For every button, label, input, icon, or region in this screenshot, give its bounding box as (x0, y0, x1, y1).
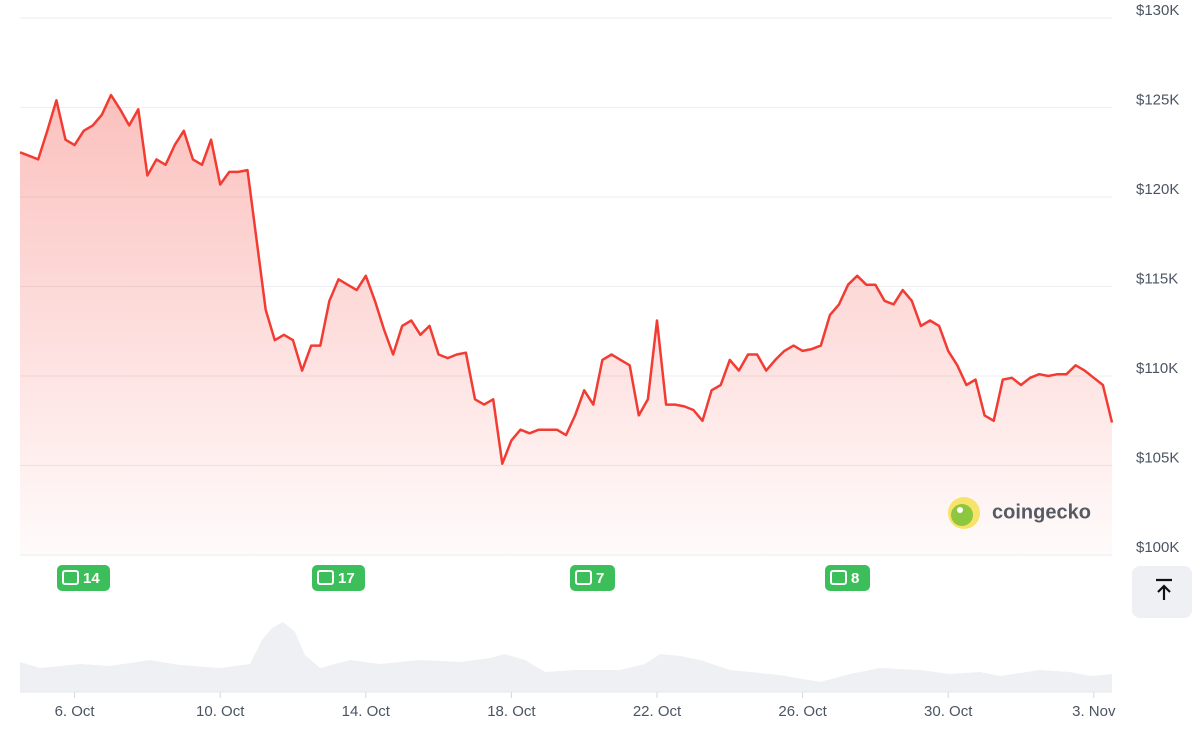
y-tick-label: $125K (1136, 91, 1179, 108)
news-badge: 14 (57, 565, 110, 591)
y-tick-label: $130K (1136, 2, 1179, 19)
x-tick-label: 30. Oct (924, 703, 973, 720)
y-tick-label: $110K (1136, 360, 1178, 377)
x-tick-label: 14. Oct (342, 703, 391, 720)
x-tick-label: 26. Oct (778, 703, 827, 720)
volume-area (20, 622, 1112, 692)
price-line (19, 93, 1114, 465)
news-count: 8 (851, 570, 859, 587)
x-tick-label: 6. Oct (55, 703, 96, 720)
x-tick-label: 22. Oct (633, 703, 682, 720)
y-tick-label: $100K (1136, 539, 1179, 556)
price-area (20, 95, 1112, 555)
watermark-text: coingecko (992, 501, 1091, 523)
news-badge: 17 (312, 565, 365, 591)
news-count: 17 (338, 570, 355, 587)
news-icon (317, 570, 334, 585)
watermark: coingecko (948, 497, 1091, 529)
x-tick-label: 18. Oct (487, 703, 536, 720)
news-count: 7 (596, 570, 604, 587)
scroll-top-button[interactable] (1132, 566, 1192, 618)
news-icon (575, 570, 592, 585)
news-icon (830, 570, 847, 585)
x-tick-label: 3. Nov (1072, 703, 1116, 720)
news-icon (62, 570, 79, 585)
y-tick-label: $105K (1136, 449, 1179, 466)
news-badge: 8 (825, 565, 870, 591)
x-tick-label: 10. Oct (196, 703, 245, 720)
news-badge: 7 (570, 565, 615, 591)
y-tick-label: $120K (1136, 181, 1179, 198)
y-tick-label: $115K (1136, 270, 1178, 287)
news-count: 14 (83, 570, 100, 587)
